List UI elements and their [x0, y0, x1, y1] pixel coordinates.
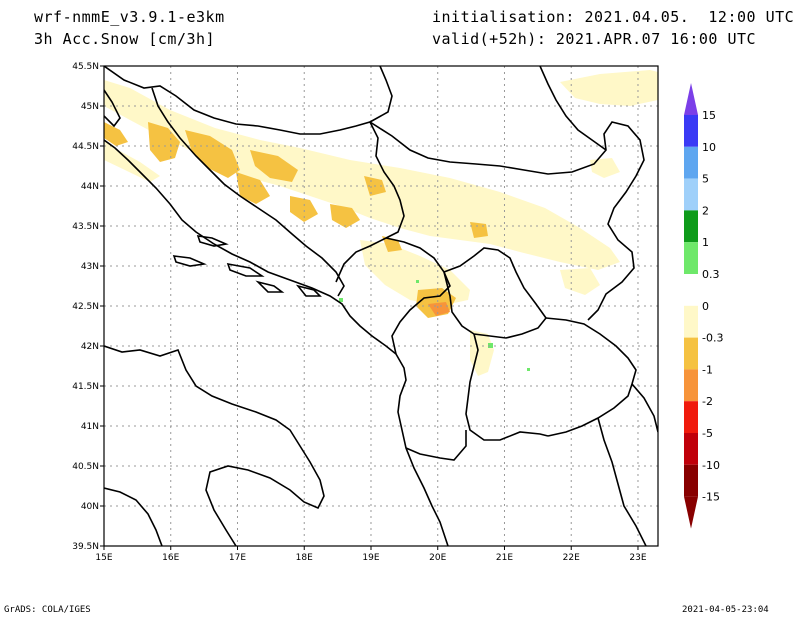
coastlines — [104, 66, 658, 546]
colorbar-bottom-arrow — [684, 496, 698, 529]
init-time: initialisation: 2021.04.05. 12:00 UTC — [432, 8, 795, 26]
lat-tick-label: 42N — [81, 342, 99, 352]
lat-tick-label: 45.5N — [72, 62, 99, 72]
colorbar-segment — [684, 337, 698, 370]
colorbar-segment — [684, 433, 698, 465]
lon-tick-label: 22E — [563, 553, 580, 563]
lat-tick-label: 40.5N — [72, 462, 99, 472]
lat-tick-label: 41.5N — [72, 382, 99, 392]
colorbar-label: -5 — [702, 427, 713, 440]
colorbar-segment — [684, 274, 698, 306]
colorbar-label: 0.3 — [702, 268, 720, 281]
colorbar-label: -2 — [702, 395, 713, 408]
valid-time: valid(+52h): 2021.APR.07 16:00 UTC — [432, 30, 757, 48]
colorbar-segment — [684, 210, 698, 243]
colorbar-label: -15 — [702, 491, 720, 504]
colorbar-label: 5 — [702, 173, 709, 186]
colorbar-label: 0 — [702, 300, 709, 313]
lat-tick-label: 43.5N — [72, 222, 99, 232]
colorbar-label: -1 — [702, 363, 713, 376]
colorbar-label: 2 — [702, 204, 709, 217]
footer-left: GrADS: COLA/IGES — [4, 605, 91, 615]
lat-tick-label: 42.5N — [72, 302, 99, 312]
colorbar-segment — [684, 242, 698, 274]
lon-tick-label: 18E — [296, 553, 313, 563]
lon-tick-label: 20E — [429, 553, 446, 563]
lat-tick-label: 45N — [81, 102, 99, 112]
snow-field — [104, 70, 658, 376]
lon-tick-label: 15E — [95, 553, 112, 563]
lat-tick-label: 44N — [81, 182, 99, 192]
colorbar-label: 10 — [702, 141, 716, 154]
colorbar-label: 1 — [702, 236, 709, 249]
colorbar-top-arrow — [684, 83, 698, 115]
colorbar-label: 15 — [702, 109, 716, 122]
lon-tick-label: 23E — [629, 553, 646, 563]
field-title: 3h Acc.Snow [cm/3h] — [34, 30, 216, 48]
lon-tick-label: 21E — [496, 553, 513, 563]
colorbar-segment — [684, 146, 698, 179]
lat-tick-label: 43N — [81, 262, 99, 272]
colorbar-segment — [684, 305, 698, 338]
lon-tick-label: 17E — [229, 553, 246, 563]
latitude-labels: 39.5N 40N 40.5N 41N 41.5N 42N 42.5N 43N 43.5N 44N… — [72, 62, 104, 552]
gridlines — [104, 66, 658, 546]
colorbar-label: -10 — [702, 459, 720, 472]
colorbar-segment — [684, 178, 698, 211]
colorbar-segment — [684, 464, 698, 497]
lat-tick-label: 40N — [81, 502, 99, 512]
colorbar-segment — [684, 369, 698, 402]
model-title: wrf-nmmE_v3.9.1-e3km — [34, 8, 225, 26]
lat-tick-label: 41N — [81, 422, 99, 432]
colorbar-segment — [684, 401, 698, 433]
colorbar: 15 10 5 2 1 0.3 0 -0.3 -1 -2 -5 -10 -15 — [684, 83, 723, 529]
longitude-labels: 15E 16E 17E 18E 19E 20E 21E 22E 23E — [95, 546, 647, 563]
lat-tick-label: 39.5N — [72, 542, 99, 552]
colorbar-segment — [684, 115, 698, 147]
lon-tick-label: 16E — [162, 553, 179, 563]
footer-right: 2021-04-05-23:04 — [682, 605, 769, 615]
colorbar-label: -0.3 — [702, 332, 723, 345]
lon-tick-label: 19E — [362, 553, 379, 563]
lat-tick-label: 44.5N — [72, 142, 99, 152]
